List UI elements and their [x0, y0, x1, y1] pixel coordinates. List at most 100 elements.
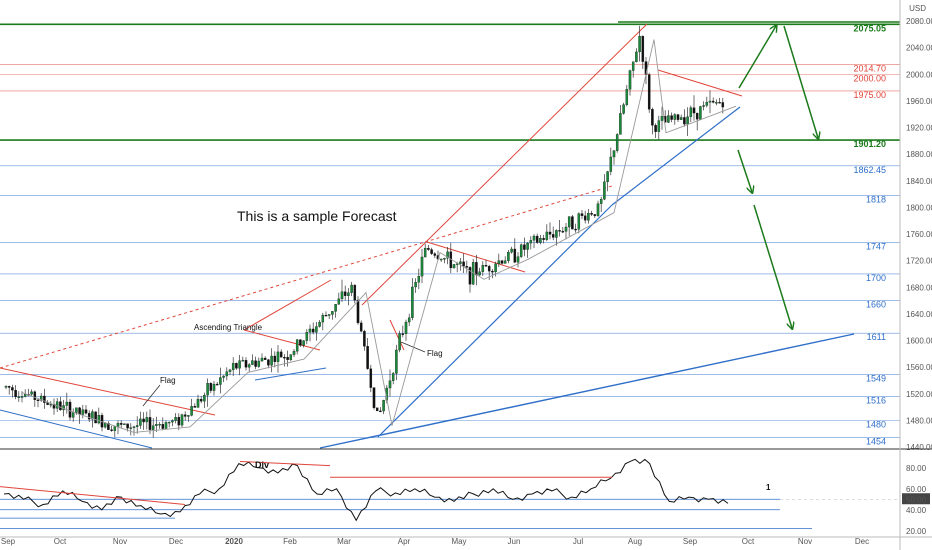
candle-body	[465, 266, 469, 268]
candle-body	[267, 359, 270, 366]
moving-average-line	[21, 39, 737, 433]
candle-body	[670, 115, 673, 120]
candle-body	[225, 371, 229, 377]
candle-body	[196, 398, 200, 408]
candle-body	[513, 248, 517, 263]
dashed-resistance-2	[424, 185, 613, 243]
candle-body	[580, 213, 584, 216]
candle-body	[596, 203, 600, 216]
candle-body	[132, 426, 136, 428]
candle-body	[334, 304, 337, 312]
level-label-14: 1454	[866, 437, 886, 447]
candle-body	[20, 396, 24, 398]
candle-body	[491, 270, 494, 273]
candle-body	[257, 360, 261, 367]
x-tick-5: Feb	[283, 537, 297, 546]
asc-triangle-lower	[254, 367, 327, 381]
candle-body	[283, 357, 286, 359]
annotation-labels: This is a sample Forecast Ascending Trian…	[160, 208, 443, 385]
y-tick-2: 2000.00	[906, 70, 932, 79]
candle-body	[206, 383, 209, 396]
y-tick-11: 1640.00	[906, 310, 932, 319]
candle-body	[68, 401, 72, 418]
forecast-arrow-down-3	[753, 204, 792, 328]
candle-body	[103, 423, 107, 428]
candle-body	[251, 360, 254, 365]
candle-body	[548, 231, 552, 235]
level-label-8: 1700	[866, 273, 886, 283]
candle-body	[94, 411, 97, 424]
candle-body	[708, 100, 712, 103]
candle-body	[273, 355, 277, 362]
candle-body	[619, 113, 622, 135]
candle-body	[379, 410, 382, 413]
y-tick-10: 1680.00	[906, 283, 932, 292]
candle-body	[263, 357, 267, 360]
candle-body	[279, 351, 283, 358]
x-tick-6: Mar	[337, 537, 351, 546]
candle-body	[603, 181, 606, 200]
candle-body	[350, 284, 353, 293]
candle-body	[679, 117, 683, 120]
candle-body	[446, 251, 449, 259]
candle-body	[459, 261, 462, 264]
candle-body	[638, 36, 641, 53]
currency-label: USD	[909, 4, 926, 13]
osc-current-label: 50.00	[906, 495, 927, 504]
candle-body	[526, 242, 529, 250]
candle-body	[519, 244, 523, 257]
osc-div-line-2	[239, 460, 331, 467]
candle-body	[247, 364, 251, 368]
flag-pointer	[400, 341, 426, 353]
level-label-9: 1660	[866, 300, 886, 310]
candle-body	[55, 401, 59, 409]
candle-body	[420, 256, 424, 277]
candle-body	[49, 404, 53, 406]
candle-body	[571, 216, 574, 230]
candle-body	[97, 415, 101, 424]
candle-body	[625, 89, 629, 105]
candle-body	[609, 156, 613, 172]
candle-body	[439, 258, 443, 261]
candle-body	[84, 409, 88, 414]
candle-body	[241, 360, 245, 362]
candle-body	[481, 265, 485, 272]
candle-body	[129, 427, 133, 429]
candle-body	[430, 249, 433, 254]
oscillator-line	[3, 458, 729, 522]
y-tick-1: 2040.00	[906, 44, 932, 53]
candle-body	[497, 260, 501, 265]
candle-body	[212, 383, 216, 391]
candle-body	[683, 117, 686, 125]
candle-body	[375, 407, 379, 412]
y-tick-8: 1760.00	[906, 230, 932, 239]
level-label-10: 1611	[867, 332, 886, 342]
candle-body	[676, 114, 680, 120]
candle-body	[366, 346, 369, 369]
candle-body	[39, 395, 43, 401]
candle-body	[615, 134, 619, 151]
candle-body	[347, 292, 350, 296]
candle-body	[65, 401, 69, 406]
candle-body	[590, 213, 593, 215]
candle-body	[171, 420, 174, 423]
candle-body	[276, 351, 280, 362]
candle-body	[391, 373, 395, 381]
candle-body	[417, 275, 421, 283]
candle-body	[52, 404, 56, 409]
x-tick-3: Dec	[169, 537, 183, 546]
candle-body	[500, 260, 504, 264]
candle-body	[423, 248, 427, 258]
candle-body	[158, 424, 161, 426]
candle-body	[315, 326, 318, 333]
candle-body	[110, 429, 113, 431]
candle-body	[395, 349, 398, 374]
candle-body	[535, 235, 539, 243]
candle-body	[564, 226, 568, 232]
candle-body	[529, 240, 533, 244]
candle-body	[116, 423, 120, 427]
candle-body	[17, 396, 21, 399]
